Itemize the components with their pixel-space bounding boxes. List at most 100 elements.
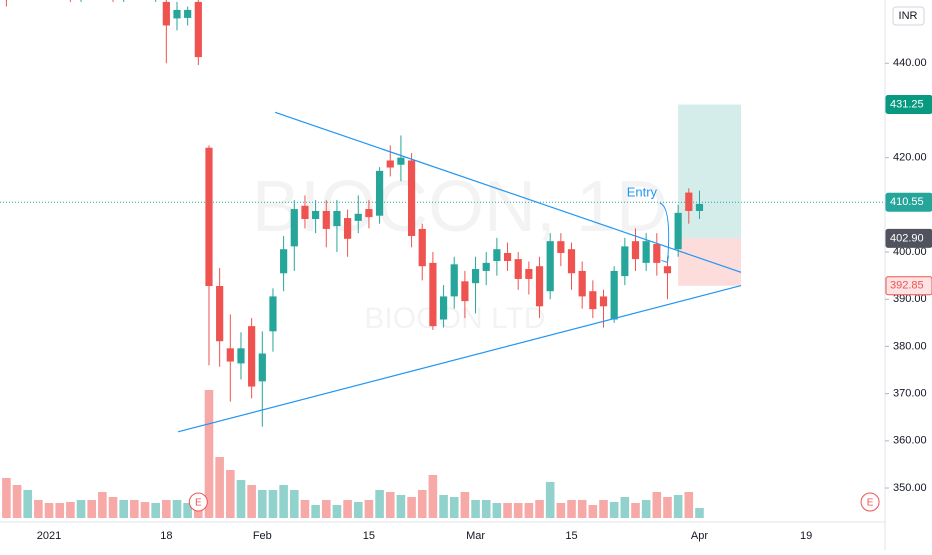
volume-bar xyxy=(98,492,107,518)
volume-bar xyxy=(237,480,246,518)
price-label: 392.85 xyxy=(890,280,924,292)
volume-bar xyxy=(45,503,54,518)
watermark-sub: BIOCON LTD xyxy=(364,302,545,335)
volume-bar xyxy=(66,502,75,518)
volume-bar xyxy=(439,495,448,518)
volume-bar xyxy=(365,500,374,518)
volume-bar xyxy=(493,503,502,518)
candle-body xyxy=(568,249,575,273)
x-tick-label: 2021 xyxy=(37,530,61,542)
candle-body xyxy=(653,244,660,263)
candle-body xyxy=(557,241,564,253)
volume-bar xyxy=(418,490,427,518)
volume-bar xyxy=(503,503,512,518)
volume-bar xyxy=(386,492,395,518)
candle-body xyxy=(579,271,586,296)
candle-body xyxy=(387,160,394,167)
candle-body xyxy=(248,326,255,386)
volume-bar xyxy=(215,457,224,518)
volume-bar xyxy=(322,500,331,518)
price-label: 431.25 xyxy=(890,98,924,110)
x-tick-label: 18 xyxy=(160,530,172,542)
volume-bar xyxy=(34,500,43,518)
volume-bar xyxy=(55,503,64,518)
y-tick-label: 360.00 xyxy=(893,435,927,447)
candle-body xyxy=(355,214,362,221)
volume-bar xyxy=(685,492,694,518)
candle-body xyxy=(237,348,244,363)
x-tick-label: 15 xyxy=(565,530,577,542)
volume-bar xyxy=(354,502,363,518)
candle-body xyxy=(333,211,340,226)
candle-body xyxy=(376,171,383,216)
volume-bar xyxy=(311,505,320,518)
volume-bar xyxy=(407,497,416,518)
volume-bar xyxy=(525,503,534,518)
candle-body xyxy=(291,209,298,246)
x-tick-label: Mar xyxy=(466,530,485,542)
volume-bar xyxy=(375,490,384,518)
volume-bar xyxy=(535,500,544,518)
volume-bar xyxy=(2,478,11,518)
candle-body xyxy=(611,271,618,320)
candle-body xyxy=(664,266,671,273)
price-label: 402.90 xyxy=(890,232,924,244)
candle-body xyxy=(365,209,372,217)
candle-body xyxy=(397,158,404,165)
candle-body xyxy=(184,10,191,18)
candle-body xyxy=(600,296,607,306)
candle-body xyxy=(323,211,330,229)
candle-body xyxy=(408,160,415,236)
volume-bar xyxy=(546,482,555,518)
volume-bar xyxy=(301,500,310,518)
x-tick-label: Apr xyxy=(691,530,708,542)
candle-body xyxy=(461,281,468,301)
volume-bar xyxy=(621,497,630,518)
volume-bar xyxy=(674,495,683,518)
volume-bar xyxy=(141,502,150,518)
volume-bar xyxy=(642,500,651,518)
volume-bar xyxy=(450,497,459,518)
volume-bar xyxy=(109,497,118,518)
candle-body xyxy=(280,249,287,273)
volume-bar xyxy=(77,500,86,518)
annotation: Entry xyxy=(627,184,658,199)
volume-bar xyxy=(610,502,619,518)
candle-body xyxy=(632,241,639,259)
volume-bar xyxy=(599,500,608,518)
candle-body xyxy=(589,291,596,309)
volume-bar xyxy=(279,485,288,518)
candle-body xyxy=(504,253,511,261)
candle-body xyxy=(419,229,426,266)
candle-body xyxy=(301,206,308,219)
volume-bar xyxy=(653,492,662,518)
candle-body xyxy=(269,296,276,331)
candle-body xyxy=(163,2,170,26)
volume-bar xyxy=(290,490,299,518)
volume-bar xyxy=(631,503,640,518)
volume-bar xyxy=(343,500,352,518)
candle-body xyxy=(515,259,522,279)
volume-bar xyxy=(461,492,470,518)
volume-bar xyxy=(87,500,96,518)
candle-body xyxy=(483,263,490,271)
volume-bar xyxy=(226,470,235,518)
volume-bar xyxy=(13,485,22,518)
candle-body xyxy=(173,10,180,18)
event-label: E xyxy=(195,498,202,509)
candle-body xyxy=(227,348,234,361)
candle-body xyxy=(451,264,458,296)
volume-bar xyxy=(429,475,438,518)
volume-bar xyxy=(162,500,171,518)
candle-body xyxy=(344,218,351,239)
candle-body xyxy=(685,193,692,211)
y-tick-label: 370.00 xyxy=(893,388,927,400)
volume-bar xyxy=(269,490,278,518)
currency: INR xyxy=(899,10,918,22)
candle-body xyxy=(536,266,543,306)
x-tick-label: Feb xyxy=(253,530,272,542)
candle-body xyxy=(472,269,479,283)
volume-bar xyxy=(695,508,704,518)
